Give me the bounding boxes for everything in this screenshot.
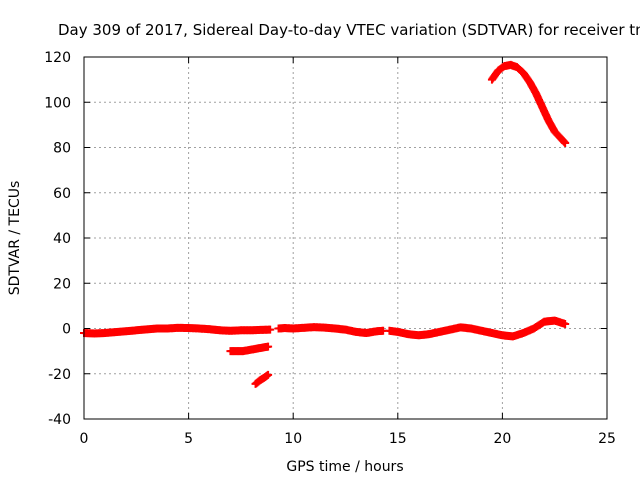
y-tick-label: -40 bbox=[48, 412, 71, 428]
data-point bbox=[264, 370, 273, 379]
series-5 bbox=[487, 60, 570, 147]
x-axis-ticks: 0 5 10 15 20 25 bbox=[80, 57, 616, 447]
x-tick-label: 20 bbox=[493, 431, 511, 447]
y-tick-label: -20 bbox=[48, 367, 71, 383]
y-tick-label: 0 bbox=[62, 322, 71, 338]
y-tick-label: 60 bbox=[53, 186, 71, 202]
x-tick-label: 10 bbox=[284, 431, 302, 447]
y-tick-label: 100 bbox=[44, 95, 71, 111]
series-1 bbox=[226, 342, 273, 356]
grid-lines bbox=[84, 57, 607, 419]
data-points bbox=[80, 60, 570, 388]
chart-title: Day 309 of 2017, Sidereal Day-to-day VTE… bbox=[58, 21, 640, 39]
x-axis-label: GPS time / hours bbox=[286, 459, 403, 475]
x-tick-label: 5 bbox=[184, 431, 193, 447]
x-tick-label: 25 bbox=[598, 431, 616, 447]
data-point bbox=[561, 319, 570, 328]
x-tick-label: 15 bbox=[389, 431, 407, 447]
data-point bbox=[561, 138, 570, 147]
y-axis-label: SDTVAR / TECUs bbox=[7, 181, 23, 296]
series-0 bbox=[80, 323, 275, 338]
y-axis-ticks: -40 -20 0 20 40 60 80 100 120 bbox=[44, 50, 607, 428]
y-tick-label: 20 bbox=[53, 276, 71, 292]
data-point bbox=[266, 325, 275, 334]
y-tick-label: 40 bbox=[53, 231, 71, 247]
series-2 bbox=[251, 370, 273, 388]
y-tick-label: 80 bbox=[53, 141, 71, 157]
y-tick-label: 120 bbox=[44, 50, 71, 66]
series-4 bbox=[385, 316, 570, 341]
data-point bbox=[264, 342, 273, 351]
x-tick-label: 0 bbox=[80, 431, 89, 447]
series-3 bbox=[274, 323, 388, 338]
